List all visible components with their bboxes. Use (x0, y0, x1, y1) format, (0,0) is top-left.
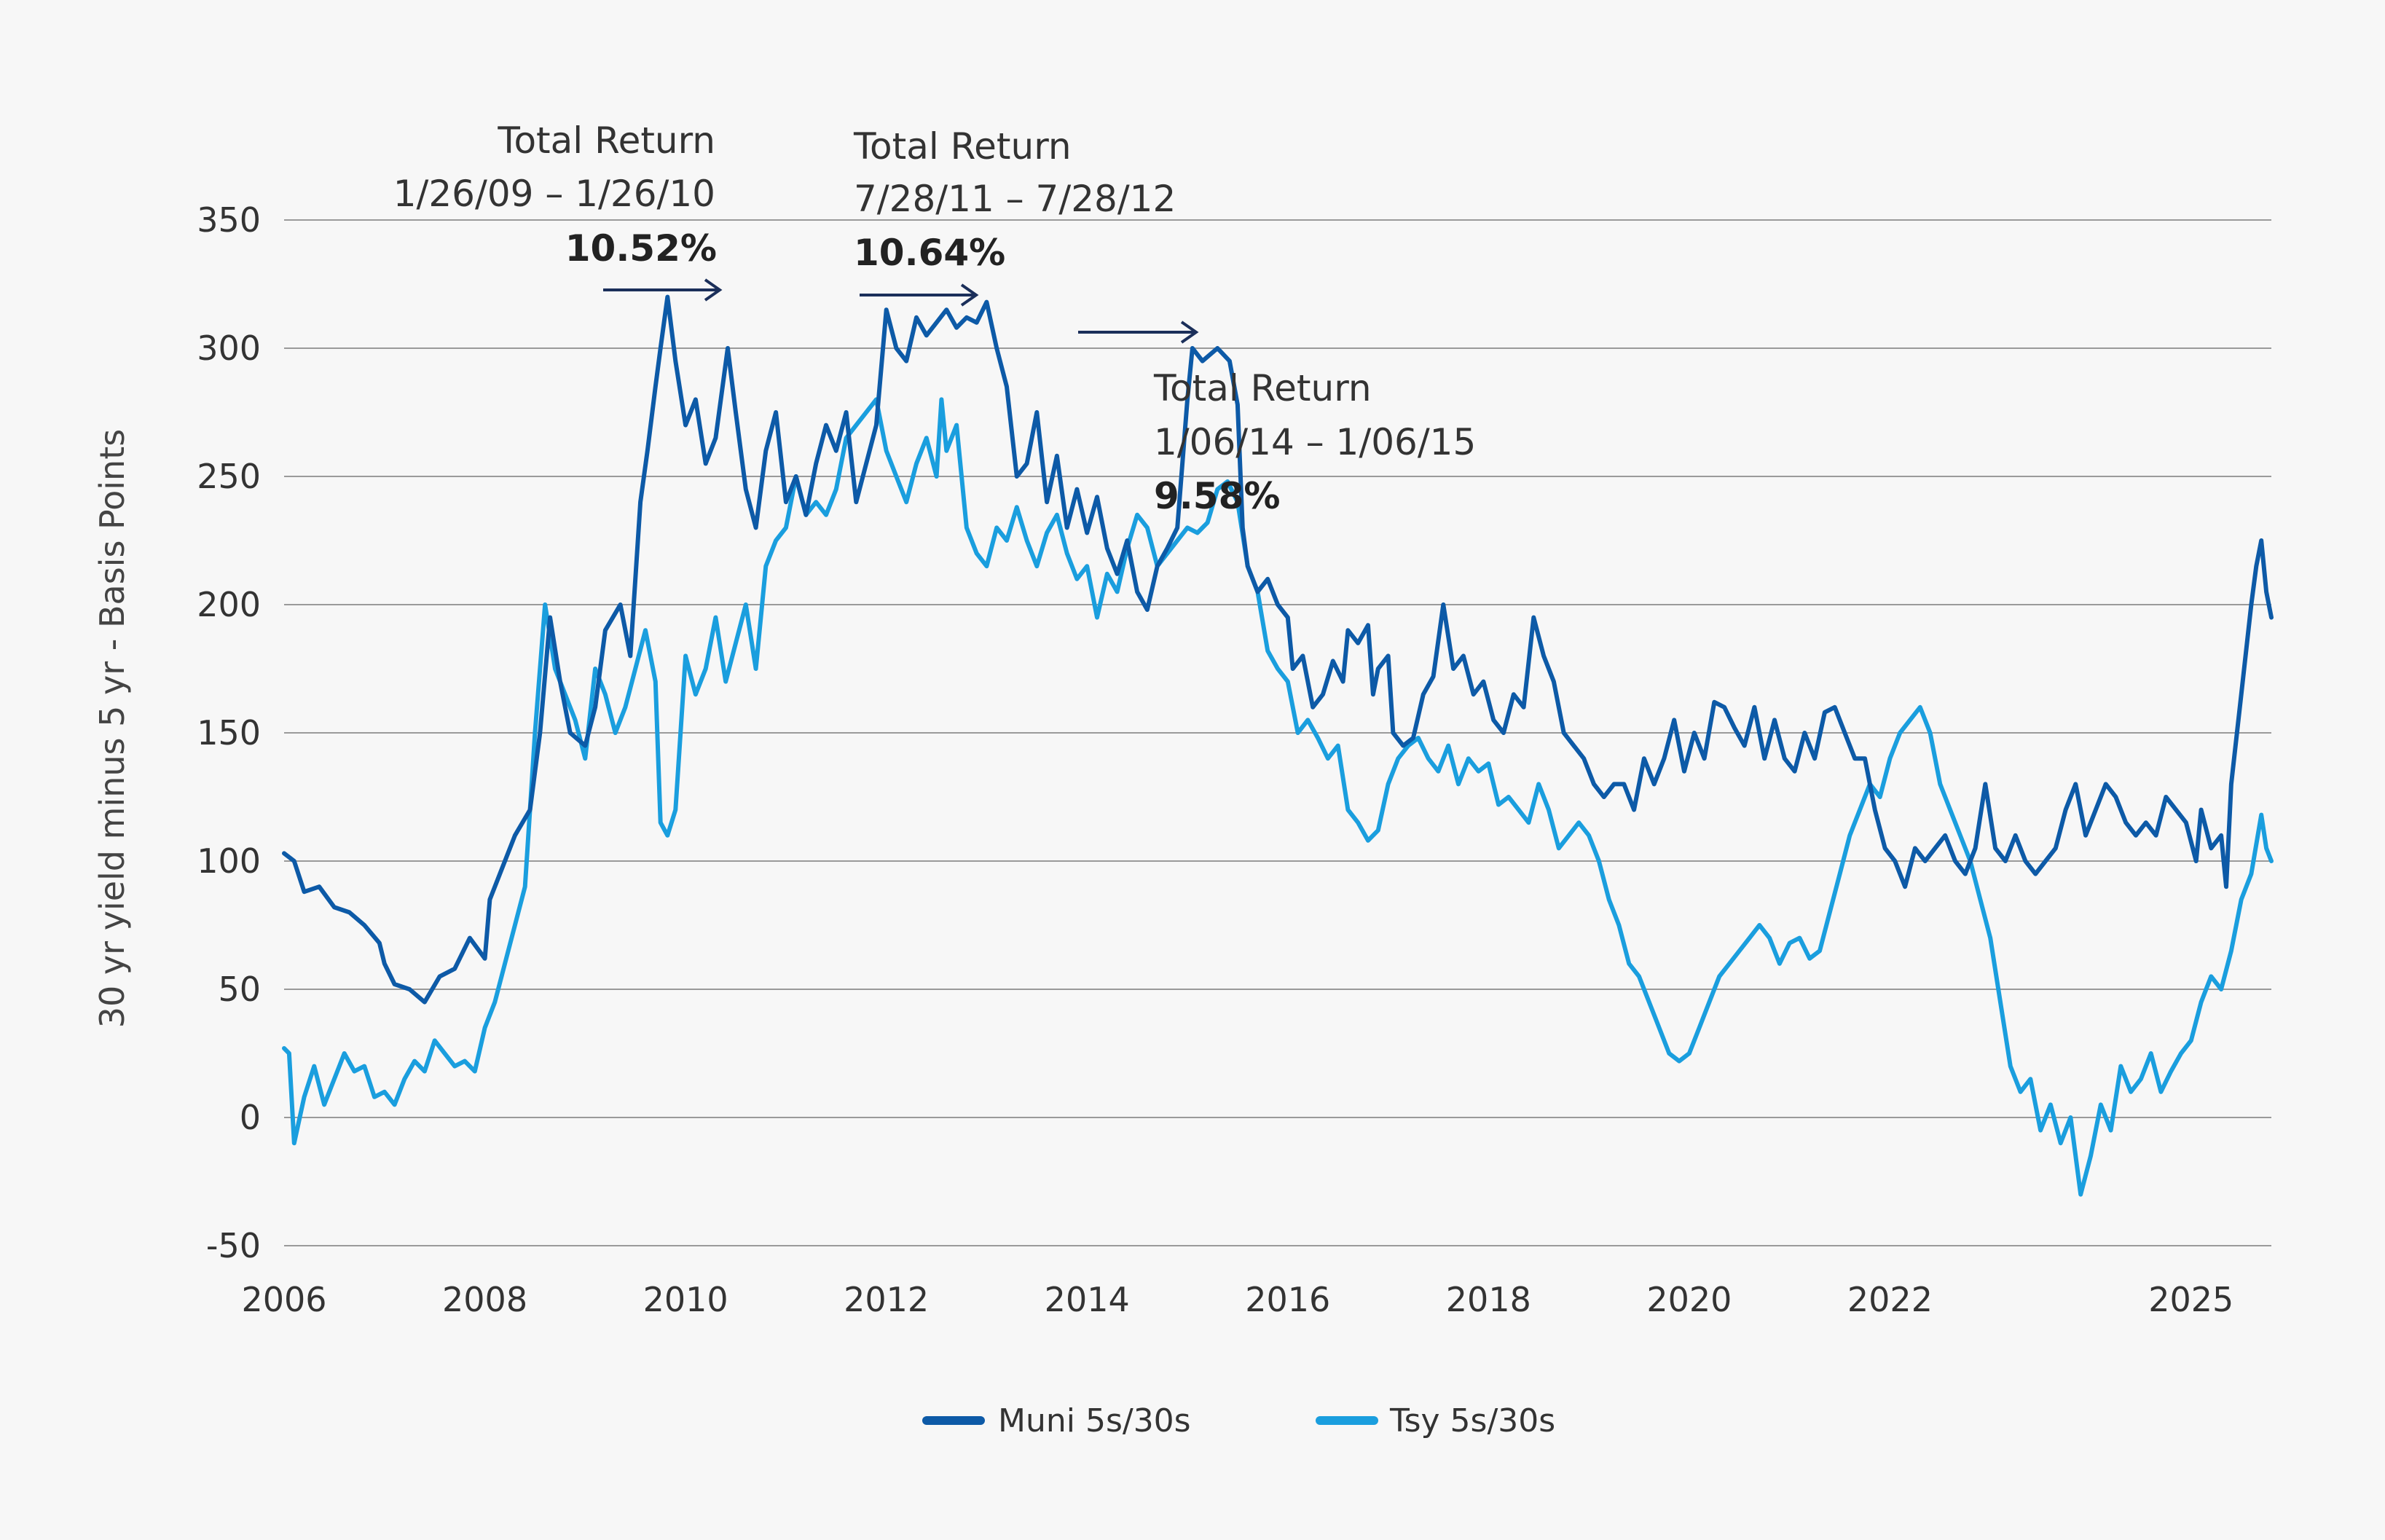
y-tick-label-0: 350 (197, 200, 261, 240)
annotation-2-arrow-icon (860, 283, 979, 307)
x-tick-label-5: 2016 (1245, 1280, 1330, 1319)
x-tick-label-2: 2010 (643, 1280, 728, 1319)
annotation-3-title: Total Return (1153, 367, 1372, 409)
x-tick-label-7: 2020 (1646, 1280, 1732, 1319)
y-axis-ticks: 350 300 250 200 150 100 50 0 -50 (197, 200, 261, 1265)
y-tick-label-6: 50 (218, 970, 261, 1009)
annotation-2: Total Return 7/28/11 – 7/28/12 10.64% (853, 125, 1176, 307)
x-tick-label-3: 2012 (844, 1280, 929, 1319)
y-tick-label-1: 300 (197, 329, 261, 368)
annotation-1-title: Total Return (497, 119, 715, 162)
annotation-3-period: 1/06/14 – 1/06/15 (1154, 421, 1476, 463)
legend-label-tsy: Tsy 5s/30s (1389, 1402, 1555, 1439)
annotation-1: Total Return 1/26/09 – 1/26/10 10.52% (393, 119, 723, 302)
y-tick-label-8: -50 (206, 1226, 261, 1265)
y-tick-label-3: 200 (197, 585, 261, 624)
legend-item-tsy: Tsy 5s/30s (1316, 1402, 1555, 1439)
x-tick-label-6: 2018 (1446, 1280, 1531, 1319)
series-line-muni (282, 294, 2274, 1005)
x-axis-ticks: 2006 2008 2010 2012 2014 2016 2018 2020 2022 2025 (241, 1280, 2233, 1319)
x-tick-label-4: 2014 (1045, 1280, 1130, 1319)
annotation-1-period: 1/26/09 – 1/26/10 (393, 173, 715, 215)
x-tick-label-0: 2006 (241, 1280, 326, 1319)
y-tick-label-2: 250 (197, 457, 261, 496)
y-axis-label: 30 yr yield minus 5 yr - Basis Points (93, 429, 132, 1028)
legend-label-muni: Muni 5s/30s (998, 1402, 1191, 1439)
annotation-2-value: 10.64% (854, 232, 1005, 274)
x-tick-label-9: 2025 (2148, 1280, 2233, 1319)
y-tick-label-5: 100 (197, 841, 261, 881)
y-tick-label-4: 150 (197, 713, 261, 753)
annotation-3-arrow-icon (1078, 321, 1199, 344)
legend: Muni 5s/30s Tsy 5s/30s (922, 1402, 1555, 1439)
annotation-3-value: 9.58% (1154, 475, 1280, 517)
series-line-tsy (282, 397, 2274, 1197)
annotation-1-value: 10.52% (565, 227, 717, 270)
legend-item-muni: Muni 5s/30s (922, 1402, 1191, 1439)
series-lines (282, 294, 2274, 1197)
annotation-3: Total Return 1/06/14 – 1/06/15 9.58% (1078, 321, 1476, 517)
x-tick-label-8: 2022 (1847, 1280, 1933, 1319)
annotation-1-arrow-icon (603, 278, 723, 302)
annotation-2-title: Total Return (853, 125, 1072, 168)
x-tick-label-1: 2008 (442, 1280, 527, 1319)
y-tick-label-7: 0 (240, 1098, 261, 1137)
annotation-2-period: 7/28/11 – 7/28/12 (854, 178, 1176, 220)
